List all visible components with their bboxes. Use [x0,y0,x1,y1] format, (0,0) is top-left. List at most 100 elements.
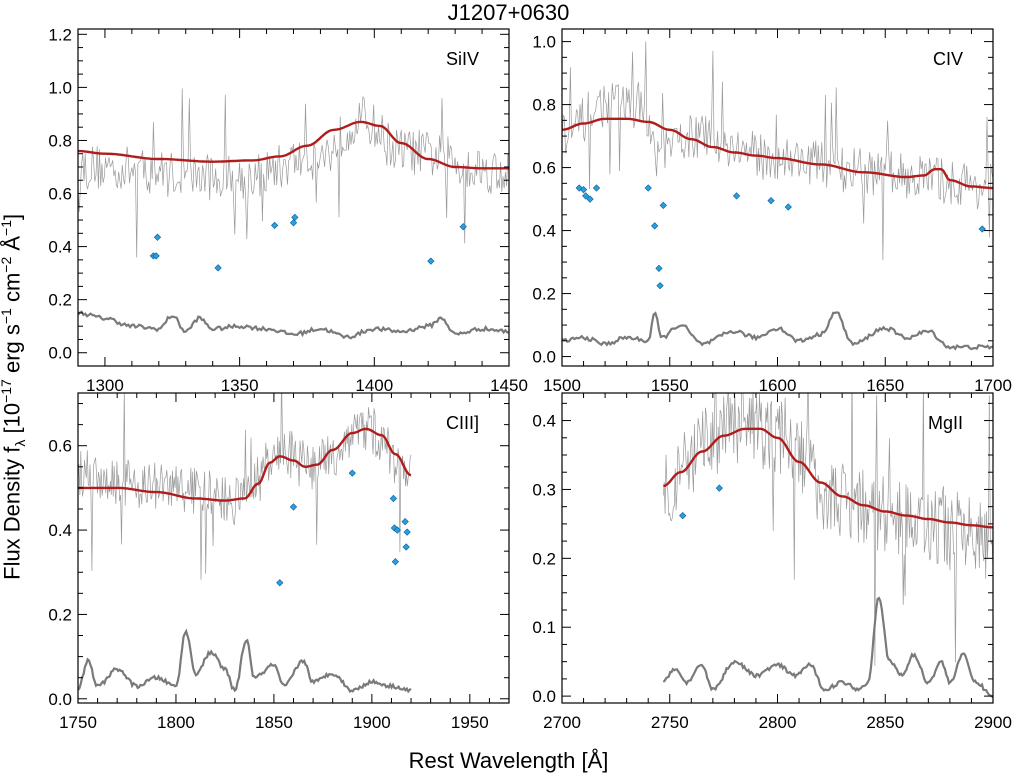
x-axis-label: Rest Wavelength [Å] [408,748,609,773]
error-line [78,628,412,694]
panel-3: 2700 2750 2800 2850 2900 0.0 0.1 0.2 0.3 0.4 MgII [532,392,1012,732]
masked-point [579,186,588,194]
y-tick-label: 0.4 [532,222,556,241]
x-tick-label: 1700 [974,376,1012,395]
spectrum-line [562,41,993,261]
x-tick-label: 2700 [543,713,581,732]
y-tick-label: 0.2 [48,291,72,310]
y-tick-label: 0.1 [532,618,556,637]
masked-point [402,543,410,551]
x-tick-label: 1450 [490,376,528,395]
x-tick-label: 1800 [157,713,195,732]
masked-point [679,511,687,520]
y-tick-label: 0.8 [48,131,72,150]
x-tick-label: 1650 [866,376,904,395]
x-tick-label: 1500 [543,376,581,395]
y-axis-label: Flux Density fλ [10−17 erg s−1 cm−2 Å−1] [0,213,28,580]
error-line [562,311,993,351]
panel-1: 1500 1550 1600 1650 1700 0.0 0.2 0.4 0.6 0.8 1.0 CI… [532,28,1012,395]
spectrum-line [78,393,412,580]
x-tick-label: 2750 [651,713,689,732]
y-tick-label: 0.6 [48,185,72,204]
masked-point [715,484,723,492]
masked-point [651,222,659,230]
y-tick-label: 0.4 [48,521,72,540]
masked-point [271,221,279,229]
x-tick-label: 1750 [59,713,97,732]
panel-0: 1300 1350 1400 1450 0.0 0.2 0.4 0.6 0.8 1.0 1.2 SiI… [48,25,528,395]
plot-area-0 [78,88,509,340]
x-tick-label: 2850 [866,713,904,732]
masked-point [153,233,162,241]
x-tick-label: 2900 [974,713,1012,732]
x-tick-label: 1600 [759,376,797,395]
x-tick-label: 1350 [221,376,259,395]
masked-point [978,225,986,233]
masked-point [152,252,160,260]
masked-point [289,219,298,227]
masked-point [659,201,667,209]
x-tick-label: 1400 [355,376,393,395]
masked-point [784,203,792,211]
x-tick-label: 2800 [759,713,797,732]
y-tick-label: 1.0 [48,78,72,97]
plot-area-2 [78,393,412,694]
masked-point [655,264,663,272]
y-tick-label: 1.0 [532,33,556,52]
masked-point [276,579,284,587]
y-tick-label: 0.4 [48,238,72,257]
y-tick-label: 1.2 [48,25,72,44]
plot-area-3 [662,393,993,699]
masked-point [391,558,399,566]
masked-point [291,213,299,222]
y-tick-label: 0.2 [532,549,556,568]
y-tick-label: 0.3 [532,480,556,499]
x-tick-label: 1900 [353,713,391,732]
y-tick-label: 0.0 [532,687,556,706]
masked-point [586,195,594,203]
axes-frame [77,28,510,367]
masked-point [289,503,298,511]
masked-point [644,184,652,192]
x-tick-label: 1300 [86,376,124,395]
axes-frame [561,392,994,704]
y-tick-label: 0.8 [532,96,556,115]
y-tick-label: 0.6 [532,159,556,178]
masked-point [214,264,222,272]
y-tick-label: 0.2 [48,605,72,624]
plot-area-1 [562,41,993,351]
masked-point [393,526,401,534]
x-tick-label: 1950 [451,713,489,732]
panel-2: 1750 1800 1850 1900 1950 0.0 0.2 0.4 0.6 CIII] [48,392,510,732]
model-line [78,427,412,502]
y-tick-label: 0.4 [532,412,556,431]
model-line [78,120,509,170]
masked-point [767,197,775,205]
masked-point [656,282,664,290]
y-tick-label: 0.2 [532,285,556,304]
spectrum-line [662,393,993,666]
y-tick-label: 0.0 [48,344,72,363]
masked-point [401,518,409,526]
y-tick-label: 0.0 [48,690,72,709]
masked-point [427,257,435,265]
masked-point [732,192,741,200]
masked-point [582,192,590,200]
masked-point [403,528,411,536]
model-line [663,427,993,529]
panel-label: MgII [928,413,963,433]
x-tick-label: 1550 [651,376,689,395]
figure-title: J1207+0630 [447,0,570,25]
masked-point [592,184,601,192]
axes-frame [561,28,994,367]
panel-label: CIII] [446,413,479,433]
spectrum-line [78,88,509,258]
panel-label: SiIV [446,49,479,69]
panel-label: CIV [933,49,963,69]
masked-point [389,494,398,503]
model-line [562,117,993,190]
error-line [662,596,993,699]
y-tick-label: 0.6 [48,437,72,456]
error-line [78,310,509,340]
